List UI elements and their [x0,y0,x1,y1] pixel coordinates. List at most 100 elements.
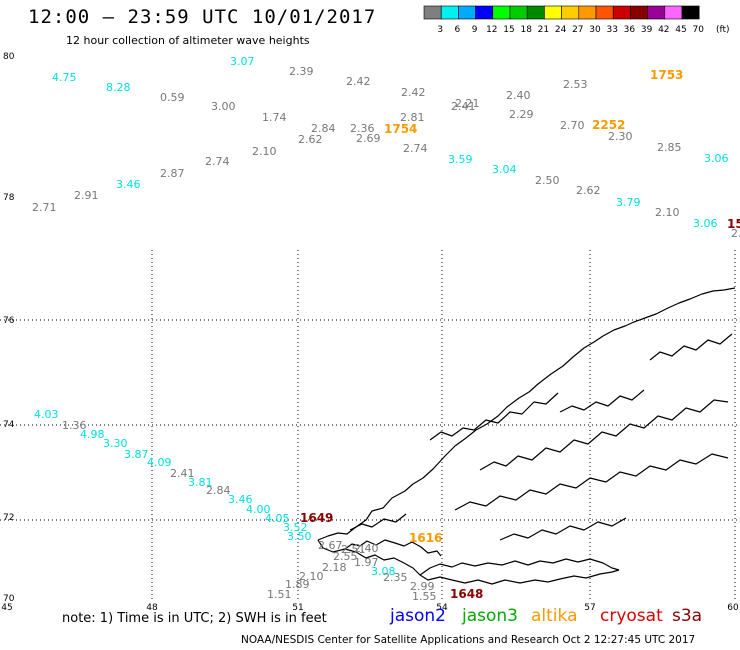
lat-tick-label: 76 [3,316,15,326]
wave-height-reading: 3.06 [704,152,729,165]
wave-height-reading: 4.00 [246,503,271,516]
wave-height-reading: 3.07 [230,55,255,68]
legend-swatch [664,5,683,20]
wave-height-reading: 2.53 [563,78,588,91]
wave-height-reading: 2.87 [160,167,185,180]
footer-note: note: 1) Time is in UTC; 2) SWH is in fe… [62,611,327,626]
wave-height-reading: 1.55 [412,590,437,603]
coastline-segment [559,389,645,413]
legend-label: 6 [455,25,461,35]
legend-swatch [630,5,648,20]
wave-height-reading: 0.59 [160,91,185,104]
wave-height-reading: 3.59 [448,153,473,166]
wave-height-reading: 4.03 [34,408,59,421]
legend-label: 27 [572,25,583,35]
legend-swatch [612,5,631,20]
wave-height-reading: 1.89 [285,578,310,591]
wave-height-reading: 8.28 [106,81,131,94]
wave-height-reading: 2.99 [410,580,435,593]
coastline-segment [419,558,620,576]
wave-height-reading: 4.98 [80,428,105,441]
wave-height-reading: 2.42 [346,75,371,88]
credit-line: NOAA/NESDIS Center for Satellite Applica… [241,634,696,646]
lat-tick-label: 72 [3,513,14,523]
sat-label-s3a: s3a [672,606,703,626]
wave-height-reading: 1753 [650,68,683,82]
lat-tick-label: 70 [3,594,15,604]
legend-label: 24 [555,25,567,35]
wave-height-reading: 3.52 [283,521,308,534]
sat-label-cryosat: cryosat [600,606,663,626]
wave-height-reading: 2.42 [401,86,426,99]
legend-swatch [595,5,614,20]
wave-height-reading: 2.70 [560,119,585,132]
wave-height-reading: 3.04 [492,163,517,176]
wave-height-reading: 2.30 [608,130,633,143]
wave-height-reading: 4.09 [147,456,172,469]
wave-height-reading: 2.40 [354,542,379,555]
legend-swatch [509,5,528,20]
wave-height-reading: 2.40 [506,89,531,102]
legend-label: 70 [692,25,704,35]
wave-height-reading: 3.50 [287,530,312,543]
legend-label: 36 [624,25,636,35]
sat-label-altika: altika [531,606,578,626]
page-subtitle: 12 hour collection of altimeter wave hei… [66,34,310,47]
wave-height-reading: 2.74 [403,142,428,155]
wave-height-reading: 2.91 [74,189,99,202]
lat-tick-label: 78 [3,193,15,203]
axis-labels: 45 48 51 54 57 60 80 78 76 74 72 70 [1,52,739,613]
wave-height-reading: 1754 [384,122,417,136]
wave-height-reading: 3.06 [693,217,718,230]
wave-height-reading: 2.84 [206,484,231,497]
lon-tick-label: 48 [146,603,158,613]
wave-height-reading: 1.97 [354,556,379,569]
wave-height-reading: 3.46 [116,178,141,191]
wave-height-reading: 1649 [300,511,333,525]
wave-height-reading: 3.08 [371,565,396,578]
wave-height-reading: 2.41 [170,467,195,480]
sat-label-jason3: jason3 [462,606,518,626]
wave-height-reading: 15 [727,217,740,231]
lat-tick-label: 74 [3,420,15,430]
lat-tick-label: 80 [3,52,15,62]
wave-height-reading: 2.29 [509,108,534,121]
legend-unit: (ft) [716,25,730,35]
wave-height-reading: 3.79 [616,196,641,209]
coastline-segment [429,392,559,441]
wave-height-reading: 2.71 [32,201,57,214]
wave-height-reading: 2.50 [535,174,560,187]
legend-swatch [458,5,476,20]
lon-tick-label: 60 [727,603,739,613]
legend-swatch [475,5,494,20]
wave-height-reading: 1.36 [62,419,87,432]
coastline-segment [499,517,627,541]
wave-height-reading: 2.55 [333,550,358,563]
coastline-segment [349,513,407,531]
wave-height-reading: 2.84 [311,122,336,135]
wave-height-reading: 2.62 [576,184,601,197]
wave-height-reading: 3.30 [103,437,128,450]
wave-height-reading: 2.10 [252,145,277,158]
legend-swatch [423,5,442,20]
wave-height-reading: 2.74 [205,155,230,168]
wave-height-reading: 2.67 [318,539,343,552]
lon-tick-label: 51 [292,603,303,613]
lon-tick-label: 54 [436,603,448,613]
wave-height-reading: 2.51 [341,543,366,556]
legend-label: 42 [658,25,669,35]
legend-label: 33 [606,25,617,35]
wave-height-reading: 2.35 [383,571,408,584]
wave-height-reading: 2.85 [657,141,682,154]
legend-label: 39 [641,25,653,35]
legend-swatch [440,5,459,20]
wave-height-reading: 2.41 [451,100,476,113]
legend-label: 12 [486,25,497,35]
wave-height-reading: 3.81 [188,476,213,489]
wave-height-reading: 1648 [450,587,483,601]
wave-height-reading: 4.75 [52,71,77,84]
coastline-segment [454,453,729,511]
page-title: 12:00 – 23:59 UTC 10/01/2017 [28,6,377,28]
legend-label: 30 [589,25,601,35]
legend-label: 9 [472,25,478,35]
